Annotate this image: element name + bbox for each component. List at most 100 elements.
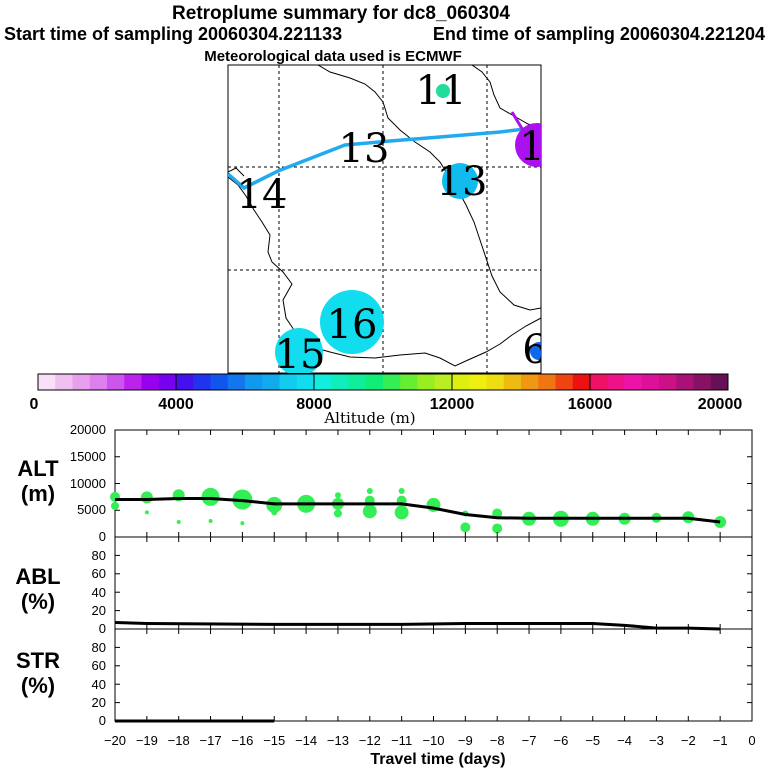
figure-title: Retroplume summary for dc8_060304 (172, 3, 510, 24)
colorbar-swatch-21 (400, 374, 418, 390)
colorbar-swatch-5 (124, 374, 142, 390)
abl-panel-frame (114, 536, 753, 630)
x-tick-label-11: −9 (458, 733, 473, 748)
x-tick-label-1: −19 (136, 733, 158, 748)
x-tick-label-13: −7 (522, 733, 537, 748)
colorbar-swatch-29 (538, 374, 556, 390)
colorbar-swatch-16 (314, 374, 332, 390)
alt-point-15 (333, 509, 342, 518)
alt-panel-unit: (m) (21, 481, 55, 506)
colorbar-swatch-0 (38, 374, 56, 390)
abl-line (114, 621, 721, 631)
str-ytick-0: 0 (99, 713, 106, 728)
alt-point-1 (111, 501, 119, 510)
x-tick-label-4: −16 (231, 733, 253, 748)
map-day-label-13: 13 (339, 126, 390, 172)
alt-point-26 (492, 523, 503, 534)
abl-ytick-40: 40 (92, 585, 106, 600)
alt-point-6 (201, 487, 220, 506)
plume-dot-day13b (442, 163, 478, 199)
colorbar-swatch-27 (503, 374, 522, 390)
map-day-label-16: 16 (327, 302, 378, 348)
abl-panel: ABL (%) 0 20 40 60 80 (15, 536, 753, 636)
colorbar-swatch-15 (296, 374, 315, 390)
x-tick-label-10: −10 (422, 733, 444, 748)
map-frame (227, 64, 542, 374)
str-ytick-60: 60 (92, 658, 106, 673)
plume-dot-day11 (436, 84, 450, 98)
plume-tail-day1 (510, 111, 532, 143)
colorbar-swatch-4 (107, 374, 125, 390)
alt-point-21 (394, 505, 409, 520)
colorbar-swatch-32 (590, 374, 608, 390)
x-tick-label-14: −6 (553, 733, 568, 748)
alt-point-2 (140, 491, 153, 504)
colorbar-swatch-22 (417, 374, 436, 390)
colorbar-swatch-31 (572, 374, 591, 390)
str-ytick-80: 80 (92, 640, 106, 655)
abl-ytick-60: 60 (92, 566, 106, 581)
x-tick-label-7: −13 (327, 733, 349, 748)
alt-point-9 (240, 521, 245, 526)
str-ytick-marks (115, 646, 752, 722)
colorbar-ticks (37, 374, 729, 390)
abl-panel-label: ABL (15, 564, 60, 589)
x-tick-label-18: −2 (681, 733, 696, 748)
str-ytick-20: 20 (92, 695, 106, 710)
x-tick-labels: −20 −19 −18 −17 −16 −15 −14 −13 −12 −11 −10 −9 −8 −7−… (104, 733, 756, 748)
map-day-label-11: 11 (416, 68, 467, 114)
colorbar-tick-20000: 20000 (698, 396, 743, 413)
map-day-label-13b: 13 (437, 159, 488, 205)
colorbar-swatch-2 (72, 374, 91, 390)
colorbar-tick-12000: 12000 (430, 396, 475, 413)
alt-point-7 (208, 518, 213, 523)
x-tick-label-12: −8 (490, 733, 505, 748)
colorbar-swatch-30 (555, 374, 574, 390)
alt-point-3 (144, 510, 149, 515)
retroplume-map: 11 13 14 13 16 15 1 6 (227, 64, 547, 374)
plume-track (228, 125, 541, 191)
alt-mean-line (115, 496, 721, 524)
colorbar-swatch-9 (193, 374, 211, 390)
abl-ytick-20: 20 (92, 603, 106, 618)
colorbar-tick-16000: 16000 (568, 396, 613, 413)
x-tick-label-19: −1 (713, 733, 728, 748)
str-panel-frame (114, 628, 753, 722)
str-panel-unit: (%) (21, 673, 55, 698)
alt-ytick-0: 0 (99, 529, 106, 544)
map-day-label-6: 6 (522, 327, 547, 373)
x-tick-label-8: −12 (359, 733, 381, 748)
plume-dot-day6 (530, 342, 541, 360)
x-tick-label-2: −18 (168, 733, 190, 748)
x-tick-label-0: −20 (104, 733, 126, 748)
colorbar-swatch-3 (89, 374, 108, 390)
map-day-label-1: 1 (519, 124, 544, 170)
alt-point-16 (366, 487, 373, 494)
alt-panel: ALT (m) 0 5000 10000 15000 20000 (17, 422, 753, 544)
colorbar-swatch-36 (659, 374, 677, 390)
colorbar-tick-4000: 4000 (158, 396, 194, 413)
abl-ytick-0: 0 (99, 621, 106, 636)
colorbar-swatch-26 (486, 374, 505, 390)
abl-ytick-80: 80 (92, 548, 106, 563)
colorbar-swatches (38, 374, 729, 390)
alt-panel-label: ALT (17, 456, 59, 481)
alt-ytick-10000: 10000 (70, 476, 106, 491)
x-tick-label-20: 0 (748, 733, 755, 748)
alt-point-19 (398, 487, 405, 494)
colorbar-label: Altitude (m) (323, 409, 415, 427)
colorbar-swatch-14 (279, 374, 298, 390)
colorbar-swatch-18 (348, 374, 367, 390)
alt-ytick-15000: 15000 (70, 449, 106, 464)
colorbar-swatch-20 (383, 374, 401, 390)
plume-dot-day15 (275, 328, 323, 373)
colorbar-swatch-35 (641, 374, 660, 390)
colorbar-swatch-8 (176, 374, 194, 390)
colorbar-swatch-10 (210, 374, 229, 390)
alt-ytick-20000: 20000 (70, 422, 106, 437)
x-tick-label-16: −4 (617, 733, 632, 748)
start-time-label: Start time of sampling 20060304.221133 (4, 24, 342, 44)
end-time-label: End time of sampling 20060304.221204 (433, 24, 765, 44)
x-tick-label-5: −15 (263, 733, 285, 748)
